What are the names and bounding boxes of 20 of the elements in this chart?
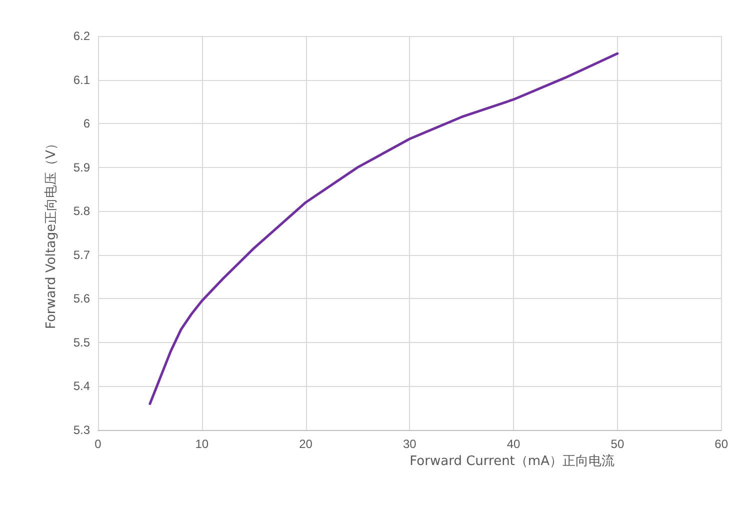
- y-tick-label: 5.7: [73, 248, 90, 262]
- y-tick-label: 6.1: [73, 72, 90, 87]
- x-tick-label: 50: [610, 437, 624, 451]
- y-tick-label: 6: [83, 116, 90, 131]
- x-tick-label: 10: [195, 437, 209, 451]
- y-tick-label: 5.4: [73, 379, 90, 394]
- y-tick-label: 6.2: [73, 29, 90, 43]
- x-axis-title: Forward Current（mA）正向电流: [410, 452, 614, 469]
- y-tick-label: 5.8: [73, 204, 90, 218]
- x-tick-label: 30: [402, 437, 417, 451]
- y-tick-label: 5.9: [73, 160, 90, 174]
- x-tick-label: 20: [299, 437, 313, 451]
- y-tick-label: 5.5: [73, 335, 90, 350]
- y-tick-label: 5.6: [73, 292, 90, 306]
- y-axis-title: Forward Voltage正向电压（V）: [44, 136, 59, 330]
- x-tick-label: 40: [506, 437, 521, 451]
- line-series: [148, 52, 619, 405]
- y-tick-label: 5.3: [73, 423, 90, 437]
- x-tick-label: 60: [714, 437, 728, 451]
- x-tick-label: 0: [94, 437, 102, 451]
